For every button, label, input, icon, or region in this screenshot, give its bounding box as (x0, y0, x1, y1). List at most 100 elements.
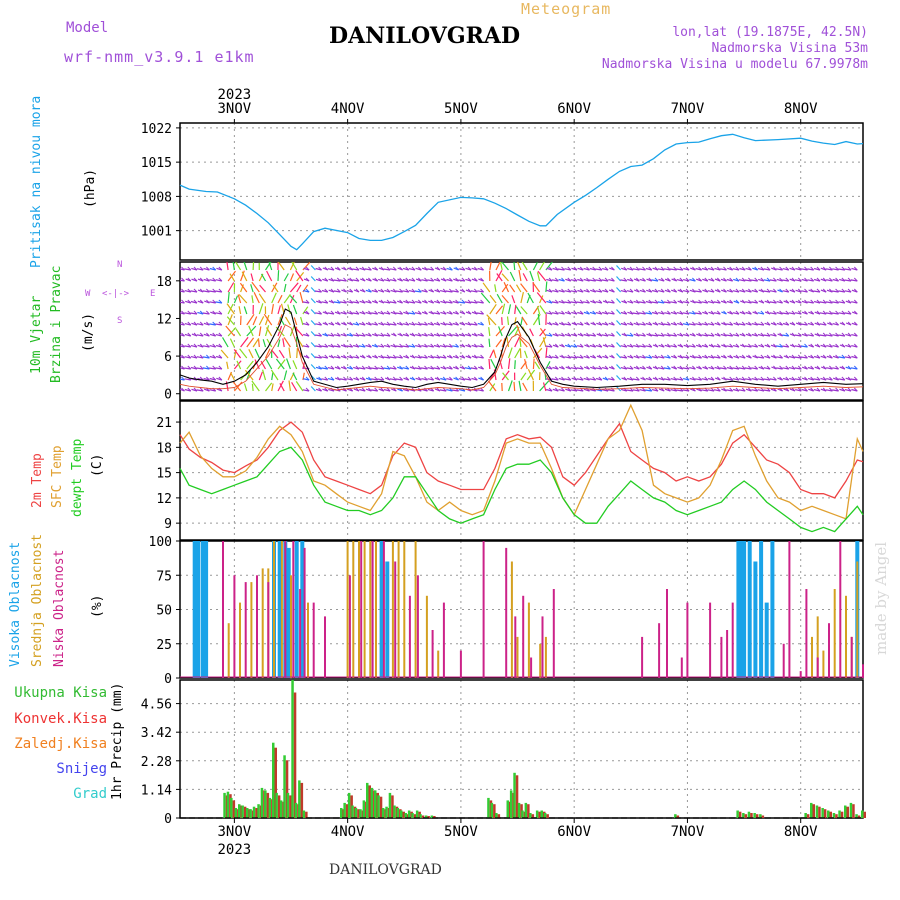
wind-vector (358, 345, 366, 348)
wind-vector (638, 345, 646, 348)
wind-vector (395, 290, 403, 293)
cloud-bar-1 (375, 541, 377, 678)
wind-vector-barb (623, 343, 628, 348)
wind-vector-barb (548, 387, 553, 392)
wind-vector (851, 301, 858, 304)
wind-vector (782, 290, 789, 293)
wind-vector (532, 262, 538, 271)
wind-vector-barb (324, 354, 329, 359)
wind-vector-barb (660, 343, 665, 348)
wind-vector (794, 378, 802, 381)
wind-vector (520, 283, 528, 293)
wind-vector-barb (548, 365, 553, 370)
wind-vector-barb (330, 321, 335, 326)
wind-vector-barb (181, 332, 185, 337)
wind-vector (209, 290, 216, 293)
wind-vector-barb (698, 299, 702, 304)
wind-vector (552, 290, 559, 293)
wind-vector (445, 323, 453, 326)
wind-vector-barb (318, 288, 322, 293)
wind-vector (542, 337, 547, 348)
wind-vector (268, 262, 273, 271)
wind-vector (310, 353, 316, 359)
wind-vector-barb (623, 288, 628, 293)
wind-vector-barb (374, 365, 379, 370)
precip-total-bar (400, 810, 403, 818)
cloud-bar-2 (292, 541, 295, 678)
wind-vector-barb (704, 277, 709, 282)
wind-vector-barb (374, 266, 379, 271)
wind-vector-barb (604, 277, 609, 282)
wind-vector-barb (673, 299, 678, 304)
wind-vector-barb (399, 332, 403, 337)
precip-conv-bar (493, 804, 496, 818)
wind-vector-barb (305, 332, 310, 337)
wind-vector (601, 334, 609, 337)
wind-vector-barb (623, 365, 628, 370)
cloud-bar-0 (294, 541, 299, 678)
wind-vector-barb (748, 266, 752, 271)
wind-vector-barb (336, 332, 341, 337)
wind-vector (633, 345, 640, 348)
wind-vector (576, 378, 584, 381)
wind-vector (844, 312, 852, 315)
wind-vector (202, 312, 210, 315)
wind-vector-barb (723, 266, 727, 271)
wind-vector (246, 360, 254, 370)
cloud-bar-0 (200, 541, 205, 678)
wind-vector (427, 345, 434, 348)
wind-vector-barb (779, 354, 783, 359)
wind-vector-barb (598, 277, 603, 282)
wind-vector (264, 325, 270, 337)
wind-vector-barb (411, 332, 416, 337)
top-day-label: 5NOV (444, 101, 478, 117)
wind-vector (616, 287, 622, 293)
wind-vector (551, 378, 559, 381)
wind-vector (215, 312, 223, 315)
wind-vector (682, 378, 690, 381)
wind-vector (632, 268, 640, 271)
precip-total-bar (241, 805, 244, 818)
wind-vector-barb (442, 310, 447, 315)
wind-vector (620, 345, 627, 348)
wind-vector-barb (567, 277, 572, 282)
wind-vector (732, 345, 740, 348)
wind-vector (537, 270, 547, 282)
wind-vector (215, 355, 223, 359)
wind-vector-barb (741, 321, 746, 326)
wind-vector (763, 290, 771, 293)
wind-vector (265, 359, 273, 370)
precip-total-bar (849, 802, 853, 818)
page-title: DANILOVGRAD (329, 23, 521, 49)
wind-vector-barb (785, 321, 790, 326)
wind-vector-barb (554, 299, 559, 304)
precip-conv-bar (368, 785, 371, 818)
wind-vector-barb (623, 321, 628, 326)
cloud-bar-1 (811, 636, 813, 678)
bottom-year-label: 2023 (218, 842, 252, 858)
wind-vector (359, 322, 366, 326)
wind-vector-barb (773, 321, 777, 326)
wind-vector (557, 268, 565, 271)
wind-vector-barb (766, 365, 771, 370)
wind-vector-barb (455, 288, 459, 293)
wind-vector (564, 268, 571, 271)
wind-vector-barb (853, 365, 858, 370)
wind-vector-barb (611, 354, 615, 359)
wind-vector (184, 356, 191, 359)
wind-vector (551, 301, 559, 304)
wind-vector-barb (199, 321, 204, 326)
wind-vector-barb (741, 376, 746, 381)
cloud-bar-0 (764, 602, 769, 678)
wind-vector (826, 279, 833, 282)
wind-vector-barb (829, 387, 833, 392)
cloud-bar-1 (544, 636, 547, 678)
wind-vector-barb (598, 321, 603, 326)
wind-vector (707, 377, 715, 381)
wind-vector-barb (392, 343, 397, 348)
wind-vector-barb (573, 332, 578, 337)
wind-vector (445, 290, 453, 293)
wind-vector-barb (430, 277, 435, 282)
wind-vector (658, 290, 665, 293)
wind-vector (539, 328, 546, 337)
